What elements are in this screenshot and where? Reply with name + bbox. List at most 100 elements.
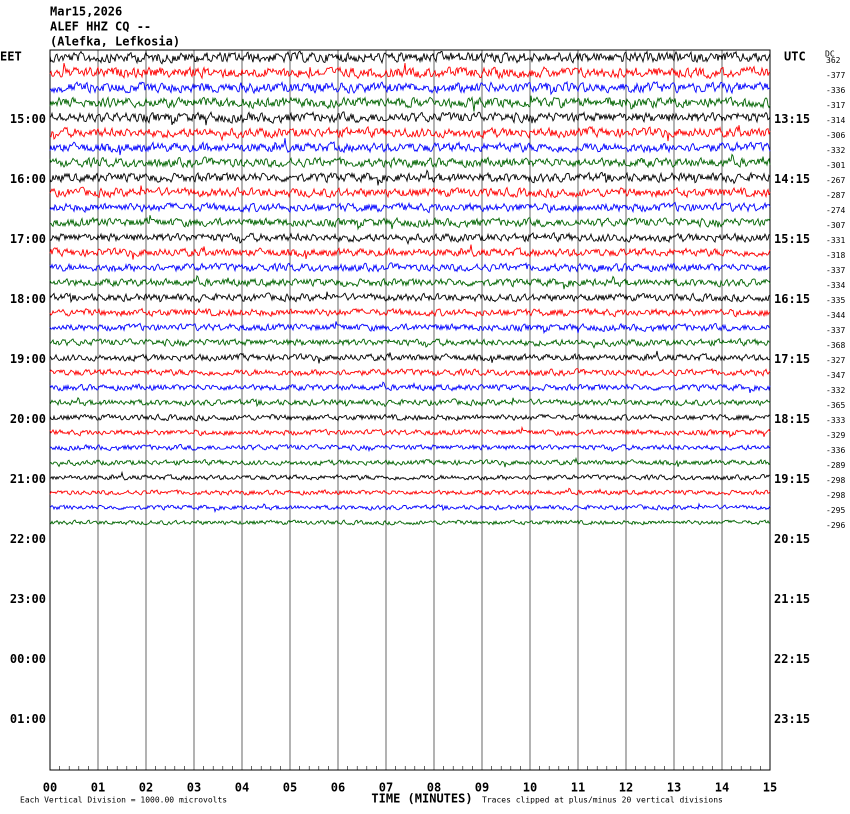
trace: [49, 153, 771, 169]
x-tick-label: 08: [427, 781, 441, 795]
right-time-label: 15:15: [774, 232, 810, 246]
x-tick-label: 07: [379, 781, 393, 795]
trace: [49, 138, 771, 156]
left-time-label: 15:00: [10, 112, 46, 126]
dc-value: -332: [826, 146, 845, 155]
dc-value: -287: [826, 191, 845, 200]
dc-value: 362: [826, 56, 841, 65]
trace: [49, 425, 771, 438]
dc-value: -298: [826, 491, 845, 500]
trace: [49, 457, 771, 468]
header-date: Mar15,2026: [50, 5, 122, 19]
trace: [49, 201, 771, 214]
left-time-label: 17:00: [10, 232, 46, 246]
trace: [49, 50, 771, 65]
left-time-label: 20:00: [10, 412, 46, 426]
x-tick-label: 03: [187, 781, 201, 795]
dc-value: -333: [826, 416, 845, 425]
dc-value: -332: [826, 386, 845, 395]
right-time-label: 21:15: [774, 592, 810, 606]
dc-value: -331: [826, 236, 845, 245]
left-time-label: 01:00: [10, 712, 46, 726]
right-time-label: 16:15: [774, 292, 810, 306]
left-time-label: 18:00: [10, 292, 46, 306]
trace: [49, 110, 771, 126]
x-tick-label: 12: [619, 781, 633, 795]
trace: [49, 95, 771, 112]
dc-value: -336: [826, 446, 845, 455]
right-time-label: 20:15: [774, 532, 810, 546]
dc-value: -335: [826, 296, 845, 305]
trace: [49, 519, 771, 526]
left-zone: EET: [0, 50, 22, 64]
dc-value: -314: [826, 116, 845, 125]
trace: [49, 470, 771, 481]
dc-label: DC: [825, 50, 835, 59]
dc-value: -274: [826, 206, 845, 215]
right-time-label: 13:15: [774, 112, 810, 126]
x-tick-label: 05: [283, 781, 297, 795]
right-time-label: 23:15: [774, 712, 810, 726]
x-tick-label: 15: [763, 781, 777, 795]
dc-value: -289: [826, 461, 845, 470]
trace: [49, 231, 771, 246]
dc-value: -337: [826, 266, 845, 275]
plot-frame: [49, 49, 771, 771]
right-time-label: 17:15: [774, 352, 810, 366]
trace: [49, 291, 771, 304]
left-time-label: 21:00: [10, 472, 46, 486]
trace: [49, 396, 771, 408]
dc-value: -334: [826, 281, 845, 290]
x-tick-label: 04: [235, 781, 249, 795]
header-location: (Alefka, Lefkosia): [50, 35, 180, 49]
x-tick-label: 14: [715, 781, 729, 795]
trace: [49, 62, 771, 80]
x-tick-label: 10: [523, 781, 537, 795]
trace: [49, 274, 771, 290]
trace: [49, 215, 771, 231]
clip-note: Traces clipped at plus/minus 20 vertical…: [482, 796, 723, 805]
x-tick-label: 13: [667, 781, 681, 795]
x-axis-label: TIME (MINUTES): [371, 792, 472, 806]
right-time-label: 14:15: [774, 172, 810, 186]
dc-value: -327: [826, 356, 845, 365]
dc-value: -365: [826, 401, 845, 410]
dc-value: -337: [826, 326, 845, 335]
right-zone: UTC: [784, 50, 806, 64]
dc-value: -307: [826, 221, 845, 230]
x-tick-label: 02: [139, 781, 153, 795]
trace: [49, 413, 771, 422]
left-time-label: 22:00: [10, 532, 46, 546]
trace: [49, 262, 771, 273]
left-time-label: 16:00: [10, 172, 46, 186]
dc-value: -295: [826, 506, 845, 515]
x-tick-label: 06: [331, 781, 345, 795]
dc-value: -296: [826, 521, 845, 530]
trace: [49, 337, 771, 349]
left-time-label: 00:00: [10, 652, 46, 666]
dc-value: -306: [826, 131, 845, 140]
x-tick-label: 01: [91, 781, 105, 795]
dc-value: -318: [826, 251, 845, 260]
trace: [49, 368, 771, 377]
dc-value: -329: [826, 431, 845, 440]
trace: [49, 321, 771, 335]
x-tick-label: 09: [475, 781, 489, 795]
x-tick-label: 00: [43, 781, 57, 795]
dc-value: -298: [826, 476, 845, 485]
dc-value: -301: [826, 161, 845, 170]
dc-value: -368: [826, 341, 845, 350]
right-time-label: 19:15: [774, 472, 810, 486]
dc-value: -336: [826, 86, 845, 95]
trace: [49, 381, 771, 394]
trace: [49, 307, 771, 318]
left-time-label: 19:00: [10, 352, 46, 366]
scale-note: Each Vertical Division = 1000.00 microvo…: [20, 796, 227, 805]
trace: [49, 244, 771, 260]
dc-value: -267: [826, 176, 845, 185]
trace: [49, 169, 771, 186]
trace: [49, 80, 771, 96]
right-time-label: 22:15: [774, 652, 810, 666]
trace: [49, 443, 771, 453]
